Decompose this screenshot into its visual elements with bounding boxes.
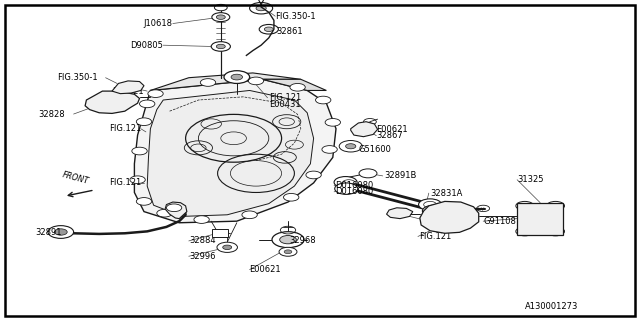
- Circle shape: [242, 211, 257, 219]
- Circle shape: [54, 229, 67, 235]
- Circle shape: [214, 4, 227, 11]
- Text: FIG.121: FIG.121: [419, 232, 451, 241]
- Circle shape: [157, 209, 172, 217]
- Circle shape: [264, 27, 273, 31]
- Circle shape: [250, 3, 273, 14]
- Circle shape: [166, 204, 182, 212]
- Text: FRONT: FRONT: [61, 170, 90, 186]
- Polygon shape: [165, 202, 187, 219]
- Polygon shape: [420, 201, 479, 233]
- Text: 32919: 32919: [430, 217, 456, 226]
- Polygon shape: [85, 91, 140, 113]
- Text: E00431: E00431: [269, 100, 300, 109]
- Circle shape: [334, 177, 357, 188]
- Text: D016080: D016080: [335, 187, 374, 196]
- Circle shape: [280, 236, 296, 244]
- Text: E00621: E00621: [376, 125, 408, 134]
- Circle shape: [547, 201, 564, 210]
- Text: G51600: G51600: [358, 145, 391, 154]
- Circle shape: [212, 13, 230, 22]
- Text: FIG.121: FIG.121: [269, 93, 301, 102]
- Circle shape: [224, 71, 250, 84]
- Text: FIG.121: FIG.121: [109, 124, 141, 133]
- Circle shape: [284, 250, 292, 254]
- Polygon shape: [147, 91, 314, 216]
- Text: 31325: 31325: [517, 175, 543, 184]
- Polygon shape: [351, 122, 378, 137]
- Text: 32968: 32968: [289, 236, 316, 245]
- Text: FIG.350-1: FIG.350-1: [58, 73, 98, 82]
- Polygon shape: [112, 81, 144, 94]
- Circle shape: [132, 147, 147, 155]
- Circle shape: [357, 125, 372, 133]
- Circle shape: [93, 99, 111, 108]
- Circle shape: [346, 144, 356, 149]
- Text: FIG.121: FIG.121: [109, 179, 141, 188]
- Circle shape: [200, 79, 216, 86]
- Circle shape: [516, 227, 534, 236]
- Circle shape: [279, 247, 297, 256]
- Text: 32828: 32828: [38, 109, 65, 118]
- Circle shape: [390, 209, 406, 217]
- Text: 32891B: 32891B: [384, 172, 417, 180]
- Circle shape: [194, 216, 209, 223]
- Circle shape: [140, 100, 155, 108]
- Circle shape: [272, 232, 304, 248]
- Circle shape: [419, 199, 442, 210]
- Polygon shape: [262, 79, 326, 91]
- Circle shape: [211, 42, 230, 51]
- Polygon shape: [134, 79, 336, 223]
- Circle shape: [432, 205, 458, 218]
- Circle shape: [216, 15, 225, 20]
- Text: E00621: E00621: [250, 265, 281, 274]
- Circle shape: [223, 245, 232, 250]
- Circle shape: [316, 96, 331, 104]
- Text: D90805: D90805: [131, 41, 163, 50]
- Circle shape: [259, 24, 278, 34]
- Circle shape: [325, 118, 340, 126]
- Circle shape: [136, 118, 152, 125]
- Text: E00621: E00621: [112, 87, 143, 96]
- Circle shape: [438, 208, 451, 215]
- Circle shape: [322, 146, 337, 153]
- Circle shape: [516, 201, 534, 210]
- Circle shape: [547, 227, 564, 236]
- Text: 32884: 32884: [189, 236, 216, 245]
- Bar: [212, 229, 228, 237]
- Text: 32861: 32861: [276, 27, 303, 36]
- Text: G91108: G91108: [483, 217, 516, 226]
- Circle shape: [339, 140, 362, 152]
- Circle shape: [148, 90, 163, 98]
- Text: J10618: J10618: [144, 19, 173, 28]
- Text: 32891: 32891: [35, 228, 61, 236]
- Circle shape: [306, 171, 321, 179]
- Circle shape: [119, 82, 137, 91]
- Circle shape: [48, 226, 74, 238]
- Circle shape: [216, 44, 225, 49]
- Circle shape: [114, 94, 132, 103]
- Circle shape: [231, 74, 243, 80]
- Circle shape: [256, 6, 266, 11]
- Circle shape: [359, 169, 377, 178]
- Circle shape: [284, 193, 299, 201]
- Circle shape: [422, 205, 445, 217]
- Text: 32831A: 32831A: [430, 188, 463, 198]
- Circle shape: [217, 242, 237, 252]
- Text: D016080: D016080: [335, 181, 374, 190]
- Circle shape: [136, 197, 152, 205]
- Polygon shape: [150, 73, 301, 91]
- Circle shape: [335, 183, 358, 194]
- Text: A130001273: A130001273: [525, 302, 578, 311]
- FancyBboxPatch shape: [517, 203, 563, 235]
- Text: 32867: 32867: [376, 131, 403, 140]
- Circle shape: [248, 77, 264, 85]
- Text: 32996: 32996: [189, 252, 215, 261]
- Circle shape: [290, 84, 305, 91]
- Text: FIG.350-1: FIG.350-1: [275, 12, 316, 21]
- Circle shape: [451, 220, 470, 230]
- Circle shape: [130, 176, 145, 184]
- Polygon shape: [387, 208, 413, 219]
